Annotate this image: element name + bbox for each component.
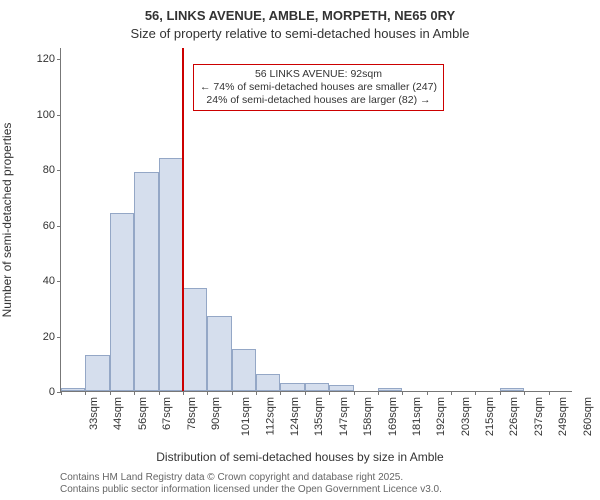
y-tick-mark: [57, 226, 61, 227]
chart-title-main: 56, LINKS AVENUE, AMBLE, MORPETH, NE65 0…: [0, 8, 600, 23]
x-tick-mark: [305, 391, 306, 395]
x-tick-mark: [159, 391, 160, 395]
x-tick-label: 112sqm: [264, 397, 276, 435]
annotation-line: 24% of semi-detached houses are larger (…: [200, 94, 437, 107]
y-tick-label: 60: [43, 220, 55, 232]
x-tick-label: 56sqm: [137, 397, 149, 430]
x-tick-label: 260sqm: [582, 397, 594, 436]
x-tick-label: 158sqm: [362, 397, 374, 436]
y-tick-label: 0: [49, 386, 55, 398]
x-tick-mark: [134, 391, 135, 395]
reference-line: [182, 48, 184, 391]
histogram-bar: [61, 388, 85, 391]
x-tick-label: 203sqm: [460, 397, 472, 436]
x-tick-label: 44sqm: [112, 397, 124, 430]
x-tick-mark: [427, 391, 428, 395]
x-axis-label: Distribution of semi-detached houses by …: [0, 450, 600, 464]
x-tick-mark: [232, 391, 233, 395]
histogram-bar: [159, 158, 183, 391]
x-tick-label: 249sqm: [557, 397, 569, 436]
histogram-bar: [207, 316, 231, 391]
x-tick-label: 192sqm: [435, 397, 447, 436]
x-tick-mark: [61, 391, 62, 395]
x-tick-label: 226sqm: [509, 397, 521, 436]
x-tick-mark: [207, 391, 208, 395]
y-tick-mark: [57, 59, 61, 60]
x-tick-label: 147sqm: [338, 397, 350, 436]
y-tick-label: 100: [37, 109, 55, 121]
y-tick-mark: [57, 281, 61, 282]
x-tick-label: 78sqm: [186, 397, 198, 430]
footer-line: Contains public sector information licen…: [60, 484, 442, 496]
x-tick-mark: [451, 391, 452, 395]
histogram-bar: [500, 388, 524, 391]
histogram-bar: [305, 383, 329, 391]
y-tick-label: 40: [43, 275, 55, 287]
x-tick-mark: [549, 391, 550, 395]
x-tick-mark: [183, 391, 184, 395]
y-tick-mark: [57, 170, 61, 171]
plot-area: 02040608010012033sqm44sqm56sqm67sqm78sqm…: [60, 48, 572, 392]
x-tick-mark: [378, 391, 379, 395]
footer-line: Contains HM Land Registry data © Crown c…: [60, 472, 442, 484]
y-tick-mark: [57, 115, 61, 116]
x-tick-label: 33sqm: [88, 397, 100, 430]
x-tick-label: 101sqm: [240, 397, 252, 436]
x-tick-label: 181sqm: [411, 397, 423, 436]
x-tick-mark: [256, 391, 257, 395]
annotation-line: 56 LINKS AVENUE: 92sqm: [200, 68, 437, 81]
x-tick-label: 90sqm: [210, 397, 222, 430]
histogram-bar: [134, 172, 158, 391]
y-tick-label: 120: [37, 53, 55, 65]
x-tick-label: 135sqm: [314, 397, 326, 436]
annotation-line: ← 74% of semi-detached houses are smalle…: [200, 81, 437, 94]
x-tick-mark: [524, 391, 525, 395]
x-tick-label: 169sqm: [387, 397, 399, 436]
x-tick-label: 67sqm: [161, 397, 173, 430]
histogram-bar: [110, 213, 134, 391]
histogram-bar: [183, 288, 207, 391]
x-tick-mark: [329, 391, 330, 395]
histogram-bar: [329, 385, 353, 391]
chart-title-sub: Size of property relative to semi-detach…: [0, 26, 600, 41]
x-tick-mark: [475, 391, 476, 395]
histogram-bar: [85, 355, 109, 391]
y-axis-label: Number of semi-detached properties: [0, 123, 14, 318]
y-tick-label: 80: [43, 164, 55, 176]
histogram-bar: [232, 349, 256, 391]
histogram-bar: [378, 388, 402, 391]
y-tick-mark: [57, 337, 61, 338]
annotation-box: 56 LINKS AVENUE: 92sqm← 74% of semi-deta…: [193, 64, 444, 111]
x-tick-mark: [402, 391, 403, 395]
y-tick-label: 20: [43, 331, 55, 343]
x-tick-mark: [85, 391, 86, 395]
histogram-bar: [280, 383, 304, 391]
x-tick-mark: [110, 391, 111, 395]
x-tick-mark: [280, 391, 281, 395]
x-tick-label: 215sqm: [484, 397, 496, 436]
histogram-bar: [256, 374, 280, 391]
x-tick-label: 124sqm: [289, 397, 301, 436]
chart-footer: Contains HM Land Registry data © Crown c…: [60, 472, 442, 496]
x-tick-mark: [354, 391, 355, 395]
x-tick-label: 237sqm: [533, 397, 545, 436]
x-tick-mark: [500, 391, 501, 395]
